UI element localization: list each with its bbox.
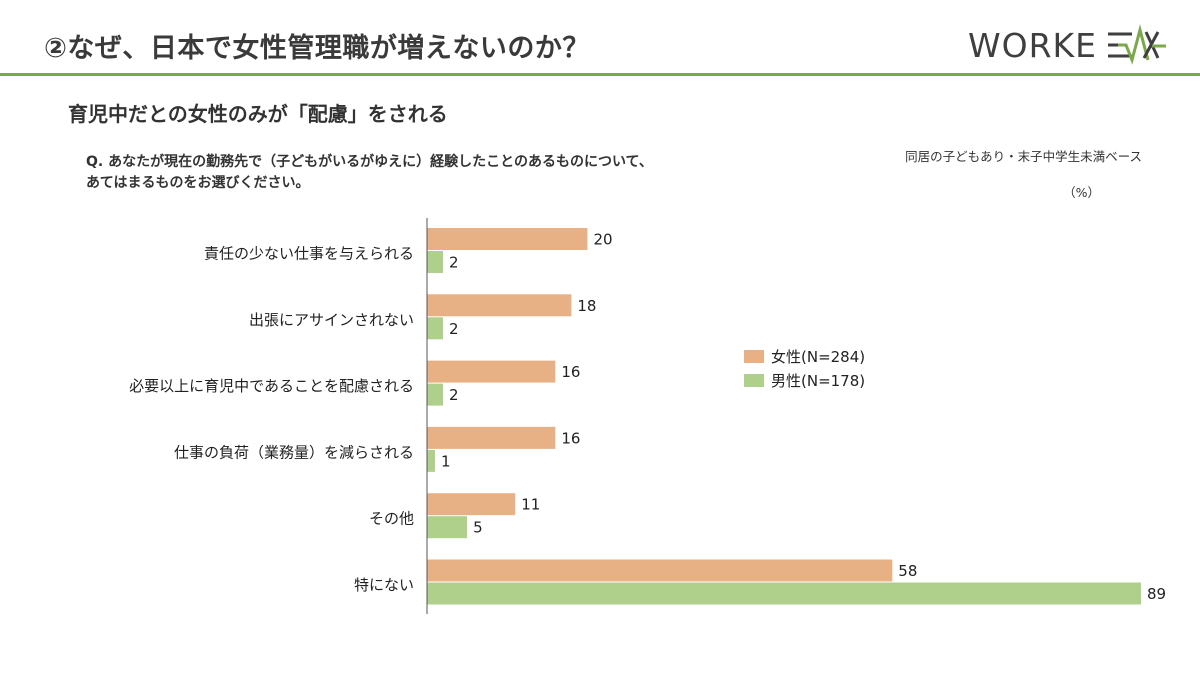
data-label: 89 <box>1147 585 1166 603</box>
bar-male <box>427 251 444 273</box>
bar-male <box>427 449 436 472</box>
legend-swatch-female <box>744 349 764 363</box>
bar-female <box>427 360 556 383</box>
bar-male <box>427 383 444 406</box>
data-label: 2 <box>449 254 459 272</box>
legend-item-female: 女性(N=284) <box>744 344 865 368</box>
bar-female <box>427 294 572 317</box>
legend-swatch-male <box>744 373 764 387</box>
survey-question: Q. あなたが現在の勤務先で（子どもがいるがゆえに）経験したことのあるものについ… <box>86 152 846 194</box>
bar-male <box>427 582 1141 605</box>
category-label: その他 <box>369 510 414 528</box>
bar-female <box>427 228 588 250</box>
legend-label-female: 女性(N=284) <box>771 347 866 366</box>
question-line-2: あてはまるものをお選びください。 <box>86 175 310 191</box>
data-label: 2 <box>449 386 459 404</box>
base-note: 同居の子どもあり・末子中学生未満ベース <box>905 149 1142 164</box>
bar-female <box>427 426 556 449</box>
category-label: 責任の少ない仕事を与えられる <box>204 245 414 263</box>
bar-male <box>427 516 468 539</box>
data-label: 1 <box>441 452 451 470</box>
data-label: 16 <box>561 363 580 381</box>
unit-note: （%） <box>1063 185 1100 200</box>
data-label: 11 <box>521 496 540 514</box>
data-label: 5 <box>473 519 483 537</box>
category-label: 必要以上に育児中であることを配慮される <box>129 377 414 395</box>
logo-text: WORKE <box>968 26 1098 65</box>
data-label: 16 <box>561 429 580 447</box>
bar-male <box>427 317 444 340</box>
workex-logo: WORKE <box>968 22 1168 68</box>
slide-title: ②なぜ、日本で女性管理職が増えないのか？ <box>44 33 590 64</box>
legend-label-male: 男性(N=178) <box>771 371 866 390</box>
section-subtitle: 育児中だとの女性のみが「配慮」をされる <box>68 102 448 126</box>
question-line-1: Q. あなたが現在の勤務先で（子どもがいるがゆえに）経験したことのあるものについ… <box>86 154 653 170</box>
data-label: 2 <box>449 320 459 338</box>
logo-x-mark-icon <box>1108 24 1166 65</box>
chart-legend: 女性(N=284) 男性(N=178) <box>744 344 865 392</box>
bar-female <box>427 559 893 582</box>
legend-item-male: 男性(N=178) <box>744 368 865 392</box>
data-label: 18 <box>577 297 596 315</box>
data-label: 58 <box>898 562 917 580</box>
data-label: 20 <box>593 231 612 249</box>
category-label: 出張にアサインされない <box>249 311 414 329</box>
category-label: 仕事の負荷（業務量）を減らされる <box>174 443 414 461</box>
title-divider <box>0 73 1200 76</box>
category-label: 特にない <box>354 576 414 594</box>
bar-female <box>427 493 516 516</box>
